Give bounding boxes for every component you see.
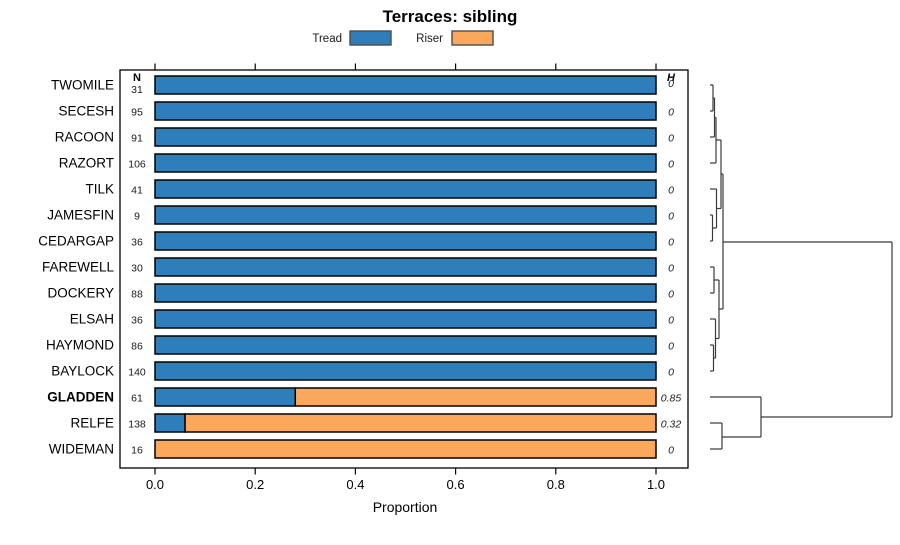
- row-label-gladden: GLADDEN: [47, 390, 114, 405]
- row-label-elsah: ELSAH: [70, 312, 114, 327]
- x-tick-label: 0.6: [447, 477, 465, 492]
- h-value-tilk: 0: [668, 185, 674, 197]
- bar-segment-tread-elsah: [154, 309, 657, 329]
- h-value-cedargap: 0: [668, 237, 674, 249]
- h-value-razort: 0: [668, 159, 674, 171]
- n-value-razort: 106: [128, 159, 146, 171]
- n-value-tilk: 41: [131, 185, 143, 197]
- row-label-racoon: RACOON: [55, 130, 114, 145]
- bar-segment-tread-tilk: [154, 179, 657, 199]
- plot-box: [119, 69, 689, 469]
- bars-group: [154, 75, 657, 459]
- row-label-farewell: FAREWELL: [42, 260, 115, 275]
- h-value-dockery: 0: [668, 289, 674, 301]
- chart-title: Terraces: sibling: [383, 7, 518, 26]
- row-label-wideman: WIDEMAN: [49, 442, 114, 457]
- n-value-racoon: 91: [131, 133, 143, 145]
- legend: Tread Riser: [312, 30, 494, 46]
- x-tick-label: 0.8: [547, 477, 565, 492]
- bar-segment-tread-baylock: [154, 361, 657, 381]
- bar-segment-riser-gladden: [294, 387, 657, 407]
- x-tick-label: 1.0: [647, 477, 665, 492]
- h-values-group: 0 0 0 0 0 0 0 0 0 0 0 0 0.85 0.32 0: [661, 78, 682, 457]
- n-value-relfe: 138: [128, 419, 146, 431]
- bar-segment-tread-dockery: [154, 283, 657, 303]
- h-column-header: H: [667, 72, 676, 84]
- n-value-baylock: 140: [128, 367, 146, 379]
- row-label-cedargap: CEDARGAP: [38, 234, 114, 249]
- row-label-haymond: HAYMOND: [46, 338, 114, 353]
- x-tick-label: 0.0: [146, 477, 164, 492]
- bar-segment-tread-razort: [154, 153, 657, 173]
- bar-segment-riser-relfe: [184, 413, 657, 433]
- n-value-gladden: 61: [131, 393, 143, 405]
- h-value-secesh: 0: [668, 107, 674, 119]
- n-values-group: 31 95 91 106 41 9 36 30 88 36 86 140 61 138 16: [128, 84, 146, 457]
- x-axis-group: 0.0 0.2 0.4 0.6 0.8 1.0: [146, 63, 665, 492]
- n-value-haymond: 86: [131, 341, 143, 353]
- legend-swatch-riser-icon: [451, 30, 494, 46]
- h-value-baylock: 0: [668, 367, 674, 379]
- x-axis-title: Proportion: [373, 499, 438, 515]
- bar-segment-tread-racoon: [154, 127, 657, 147]
- row-label-baylock: BAYLOCK: [51, 364, 114, 379]
- n-column-header: N: [133, 72, 141, 84]
- bar-segment-tread-jamesfin: [154, 205, 657, 225]
- bar-segment-tread-secesh: [154, 101, 657, 121]
- row-label-razort: RAZORT: [59, 156, 114, 171]
- h-value-elsah: 0: [668, 315, 674, 327]
- n-value-elsah: 36: [131, 315, 143, 327]
- row-label-tilk: TILK: [85, 182, 114, 197]
- bar-segment-tread-cedargap: [154, 231, 657, 251]
- row-label-secesh: SECESH: [58, 104, 114, 119]
- n-value-jamesfin: 9: [134, 211, 140, 223]
- legend-label-tread: Tread: [312, 33, 342, 45]
- n-value-wideman: 16: [131, 445, 143, 457]
- h-value-gladden: 0.85: [661, 393, 682, 405]
- row-labels-group: TWOMILE SECESH RACOON RAZORT TILK JAMESFIN CED…: [38, 78, 114, 457]
- x-tick-label: 0.2: [246, 477, 264, 492]
- n-value-farewell: 30: [131, 263, 143, 275]
- bar-segment-tread-twomile: [154, 75, 657, 95]
- row-label-jamesfin: JAMESFIN: [47, 208, 114, 223]
- n-value-secesh: 95: [131, 107, 143, 119]
- bar-segment-tread-gladden: [154, 387, 297, 407]
- dendrogram: [710, 84, 893, 450]
- n-value-dockery: 88: [131, 289, 143, 301]
- h-value-twomile: 0: [668, 78, 674, 90]
- bar-segment-tread-haymond: [154, 335, 657, 355]
- legend-label-riser: Riser: [416, 33, 443, 45]
- h-value-relfe: 0.32: [661, 419, 682, 431]
- bar-segment-riser-wideman: [154, 439, 657, 459]
- n-value-twomile: 31: [131, 84, 143, 96]
- row-label-twomile: TWOMILE: [51, 78, 114, 93]
- bar-segment-tread-farewell: [154, 257, 657, 277]
- h-value-jamesfin: 0: [668, 211, 674, 223]
- bar-segment-tread-relfe: [154, 413, 186, 433]
- h-value-racoon: 0: [668, 133, 674, 145]
- h-value-wideman: 0: [668, 445, 674, 457]
- h-value-haymond: 0: [668, 341, 674, 353]
- x-tick-label: 0.4: [346, 477, 364, 492]
- legend-swatch-tread-icon: [349, 30, 392, 46]
- h-value-farewell: 0: [668, 263, 674, 275]
- n-value-cedargap: 36: [131, 237, 143, 249]
- row-label-dockery: DOCKERY: [47, 286, 114, 301]
- row-label-relfe: RELFE: [70, 416, 114, 431]
